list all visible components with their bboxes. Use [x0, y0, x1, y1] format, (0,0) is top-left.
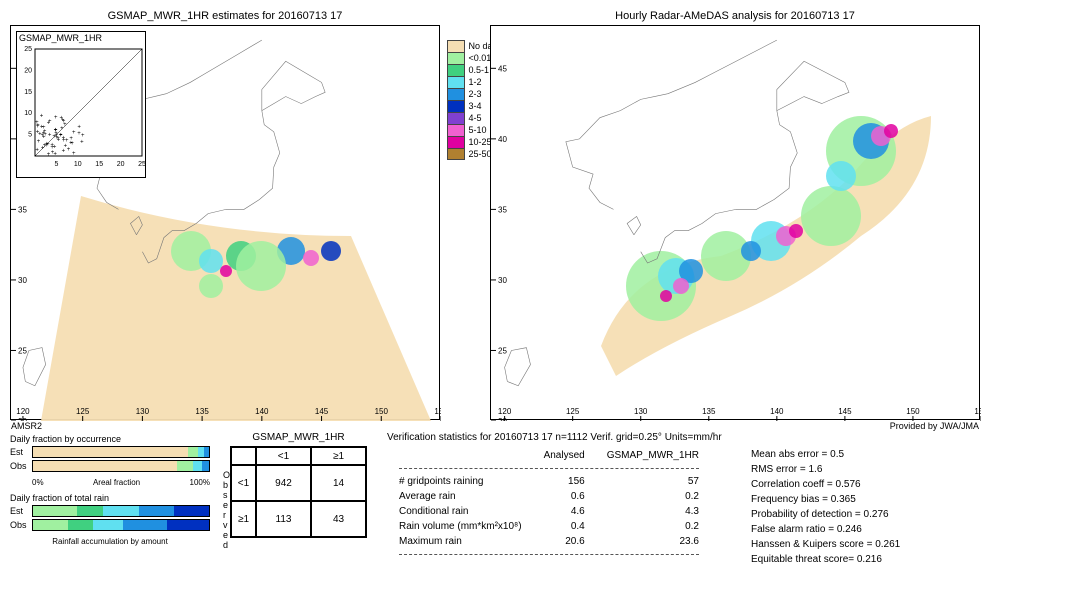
right-map-panel: Hourly Radar-AMeDAS analysis for 2016071… — [490, 10, 980, 420]
contingency-table: GSMAP_MWR_1HR <1≥1<194214≥111343 Observe… — [230, 432, 367, 567]
svg-text:10: 10 — [24, 110, 32, 117]
svg-text:+: + — [62, 149, 66, 155]
right-map-box: 120125130135140145150155202530354045 Pro… — [490, 25, 980, 420]
svg-text:20: 20 — [117, 161, 125, 168]
svg-text:135: 135 — [702, 407, 716, 416]
svg-text:40: 40 — [498, 135, 507, 144]
svg-text:25: 25 — [24, 46, 32, 53]
left-map-box: 120125130135140145150155202530354045 GSM… — [10, 25, 440, 420]
svg-text:5: 5 — [28, 132, 32, 139]
svg-text:140: 140 — [255, 407, 269, 416]
svg-text:+: + — [35, 147, 39, 153]
sensor-label: AMSR2 — [11, 421, 42, 431]
left-map-title: GSMAP_MWR_1HR estimates for 20160713 17 — [10, 10, 440, 22]
left-map-panel: GSMAP_MWR_1HR estimates for 20160713 17 … — [10, 10, 440, 420]
metrics-list: Mean abs error = 0.5RMS error = 1.6Corre… — [751, 447, 900, 567]
svg-text:145: 145 — [838, 407, 852, 416]
right-map-svg: 120 125 130 135 140 145 150 155 20 25 30 35 40 45 — [491, 26, 981, 421]
credit: Provided by JWA/JMA — [890, 421, 979, 431]
svg-text:30: 30 — [18, 276, 27, 285]
svg-text:150: 150 — [906, 407, 920, 416]
svg-text:5: 5 — [54, 161, 58, 168]
svg-text:150: 150 — [375, 407, 389, 416]
svg-text:+: + — [42, 131, 46, 137]
svg-text:+: + — [53, 151, 57, 157]
stats-block: Verification statistics for 20160713 17 … — [387, 432, 1070, 567]
svg-text:+: + — [63, 122, 67, 128]
svg-text:135: 135 — [195, 407, 209, 416]
right-map-title: Hourly Radar-AMeDAS analysis for 2016071… — [490, 10, 980, 22]
svg-text:120: 120 — [498, 407, 512, 416]
svg-text:+: + — [59, 133, 63, 139]
svg-text:+: + — [40, 114, 44, 120]
svg-text:155: 155 — [434, 407, 441, 416]
svg-text:30: 30 — [498, 276, 507, 285]
svg-text:+: + — [80, 140, 84, 146]
svg-text:25: 25 — [498, 346, 507, 355]
svg-text:+: + — [77, 125, 81, 131]
svg-text:155: 155 — [974, 407, 981, 416]
svg-text:+: + — [50, 145, 54, 151]
svg-text:10: 10 — [74, 161, 82, 168]
svg-text:+: + — [35, 120, 39, 126]
svg-text:+: + — [45, 141, 49, 147]
svg-text:25: 25 — [138, 161, 146, 168]
svg-text:20: 20 — [24, 67, 32, 74]
inset-svg: 551010151520202525++++++++++++++++++++++… — [17, 44, 147, 174]
svg-text:+: + — [72, 151, 76, 157]
svg-text:35: 35 — [498, 205, 507, 214]
scatter-inset: GSMAP_MWR_1HR 551010151520202525++++++++… — [16, 31, 146, 178]
svg-text:+: + — [48, 119, 52, 125]
svg-text:35: 35 — [18, 205, 27, 214]
svg-text:+: + — [69, 136, 73, 142]
svg-text:140: 140 — [770, 407, 784, 416]
svg-text:45: 45 — [498, 64, 507, 73]
svg-text:20: 20 — [498, 417, 507, 421]
svg-text:130: 130 — [136, 407, 150, 416]
svg-text:15: 15 — [95, 161, 103, 168]
svg-text:+: + — [54, 115, 58, 121]
svg-text:120: 120 — [16, 407, 30, 416]
svg-text:+: + — [81, 133, 85, 139]
svg-text:+: + — [72, 130, 76, 136]
stats-table: AnalysedGSMAP_MWR_1HR# gridpoints rainin… — [387, 447, 711, 561]
svg-text:+: + — [37, 139, 41, 145]
svg-text:25: 25 — [18, 346, 27, 355]
svg-text:15: 15 — [24, 89, 32, 96]
svg-text:130: 130 — [634, 407, 648, 416]
svg-text:+: + — [48, 133, 52, 139]
svg-text:+: + — [60, 126, 64, 132]
svg-text:+: + — [59, 116, 63, 122]
bars-column: Daily fraction by occurrence EstObs 0%Ar… — [10, 432, 210, 567]
svg-text:145: 145 — [315, 407, 329, 416]
svg-text:125: 125 — [566, 407, 580, 416]
svg-text:+: + — [67, 147, 71, 153]
svg-text:+: + — [52, 134, 56, 140]
svg-text:125: 125 — [76, 407, 90, 416]
